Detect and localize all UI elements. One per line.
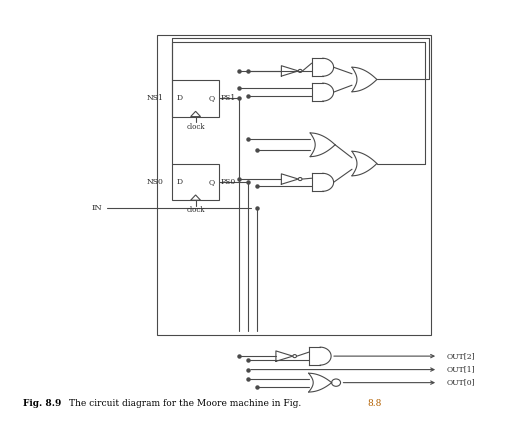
- Text: NS1: NS1: [146, 94, 163, 102]
- Text: NS0: NS0: [146, 178, 163, 186]
- Text: Q: Q: [208, 94, 214, 102]
- Text: clock: clock: [186, 123, 205, 131]
- Text: D: D: [177, 94, 183, 102]
- Bar: [172, 80, 219, 116]
- Text: The circuit diagram for the Moore machine in Fig.: The circuit diagram for the Moore machin…: [69, 399, 304, 408]
- Text: clock: clock: [186, 207, 205, 215]
- Text: PS0: PS0: [221, 178, 236, 186]
- Text: OUT[0]: OUT[0]: [447, 379, 476, 387]
- Text: Fig. 8.9: Fig. 8.9: [23, 399, 61, 408]
- Text: OUT[1]: OUT[1]: [447, 366, 476, 374]
- Text: D: D: [177, 178, 183, 186]
- Text: IN: IN: [92, 204, 103, 212]
- Bar: [172, 164, 219, 200]
- Bar: [157, 35, 430, 335]
- Text: OUT[2]: OUT[2]: [447, 352, 476, 360]
- Text: PS1: PS1: [221, 94, 236, 102]
- Text: 8.8: 8.8: [367, 399, 382, 408]
- Text: Q: Q: [208, 178, 214, 186]
